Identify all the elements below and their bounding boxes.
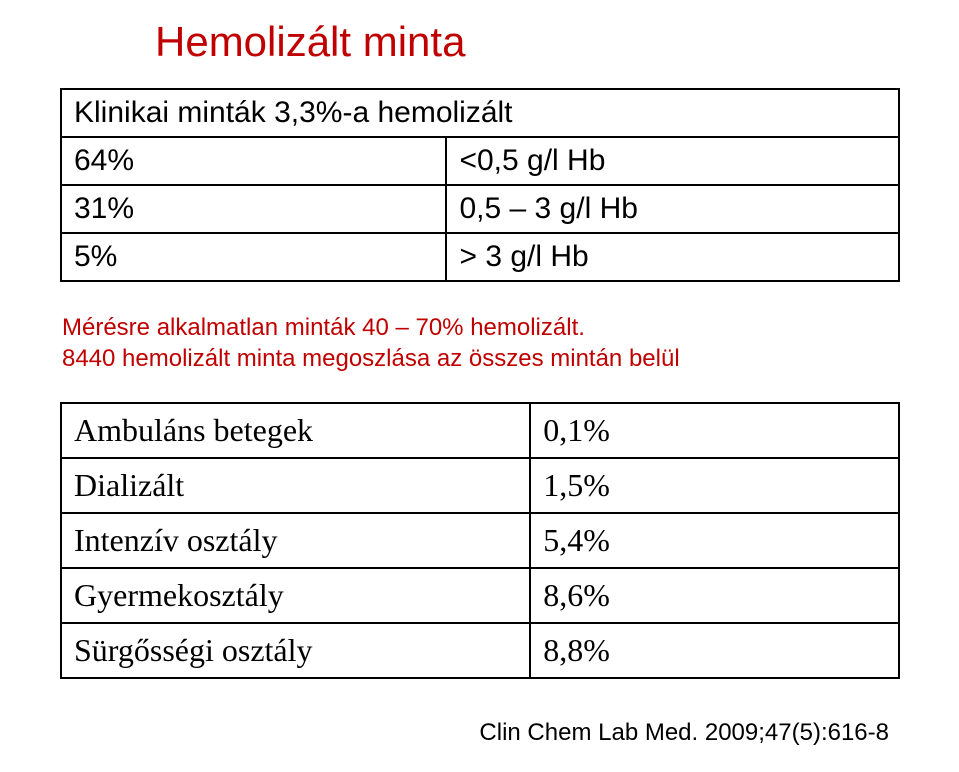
- table2-r4-c2: 8,8%: [530, 623, 899, 678]
- table2-r3-c1: Gyermekosztály: [61, 568, 530, 623]
- table-row: 64% <0,5 g/l Hb: [61, 137, 899, 185]
- note-block: Mérésre alkalmatlan minták 40 – 70% hemo…: [62, 312, 899, 374]
- note-line-1: Mérésre alkalmatlan minták 40 – 70% hemo…: [62, 312, 899, 343]
- page-title: Hemolizált minta: [155, 18, 899, 66]
- table1-r0-c2: <0,5 g/l Hb: [446, 137, 899, 185]
- table2-r0-c1: Ambuláns betegek: [61, 403, 530, 458]
- table2-r1-c2: 1,5%: [530, 458, 899, 513]
- table1-r0-c1: 64%: [61, 137, 446, 185]
- table1-header: Klinikai minták 3,3%-a hemolizált: [61, 89, 899, 137]
- subgroup-distribution-table: Ambuláns betegek 0,1% Dializált 1,5% Int…: [60, 402, 900, 679]
- table-row: Gyermekosztály 8,6%: [61, 568, 899, 623]
- table1-r1-c2: 0,5 – 3 g/l Hb: [446, 185, 899, 233]
- table1-r2-c2: > 3 g/l Hb: [446, 233, 899, 281]
- table1-r1-c1: 31%: [61, 185, 446, 233]
- citation: Clin Chem Lab Med. 2009;47(5):616-8: [60, 719, 889, 747]
- table2-r2-c1: Intenzív osztály: [61, 513, 530, 568]
- table-row: 31% 0,5 – 3 g/l Hb: [61, 185, 899, 233]
- table1-r2-c1: 5%: [61, 233, 446, 281]
- table-row: Intenzív osztály 5,4%: [61, 513, 899, 568]
- hemolysis-distribution-table: Klinikai minták 3,3%-a hemolizált 64% <0…: [60, 88, 900, 282]
- table-row: Dializált 1,5%: [61, 458, 899, 513]
- table2-r2-c2: 5,4%: [530, 513, 899, 568]
- table-row: Ambuláns betegek 0,1%: [61, 403, 899, 458]
- table-row: 5% > 3 g/l Hb: [61, 233, 899, 281]
- table2-r4-c1: Sürgősségi osztály: [61, 623, 530, 678]
- table2-r1-c1: Dializált: [61, 458, 530, 513]
- table2-r0-c2: 0,1%: [530, 403, 899, 458]
- note-line-2: 8440 hemolizált minta megoszlása az össz…: [62, 343, 899, 374]
- table2-r3-c2: 8,6%: [530, 568, 899, 623]
- table-row: Sürgősségi osztály 8,8%: [61, 623, 899, 678]
